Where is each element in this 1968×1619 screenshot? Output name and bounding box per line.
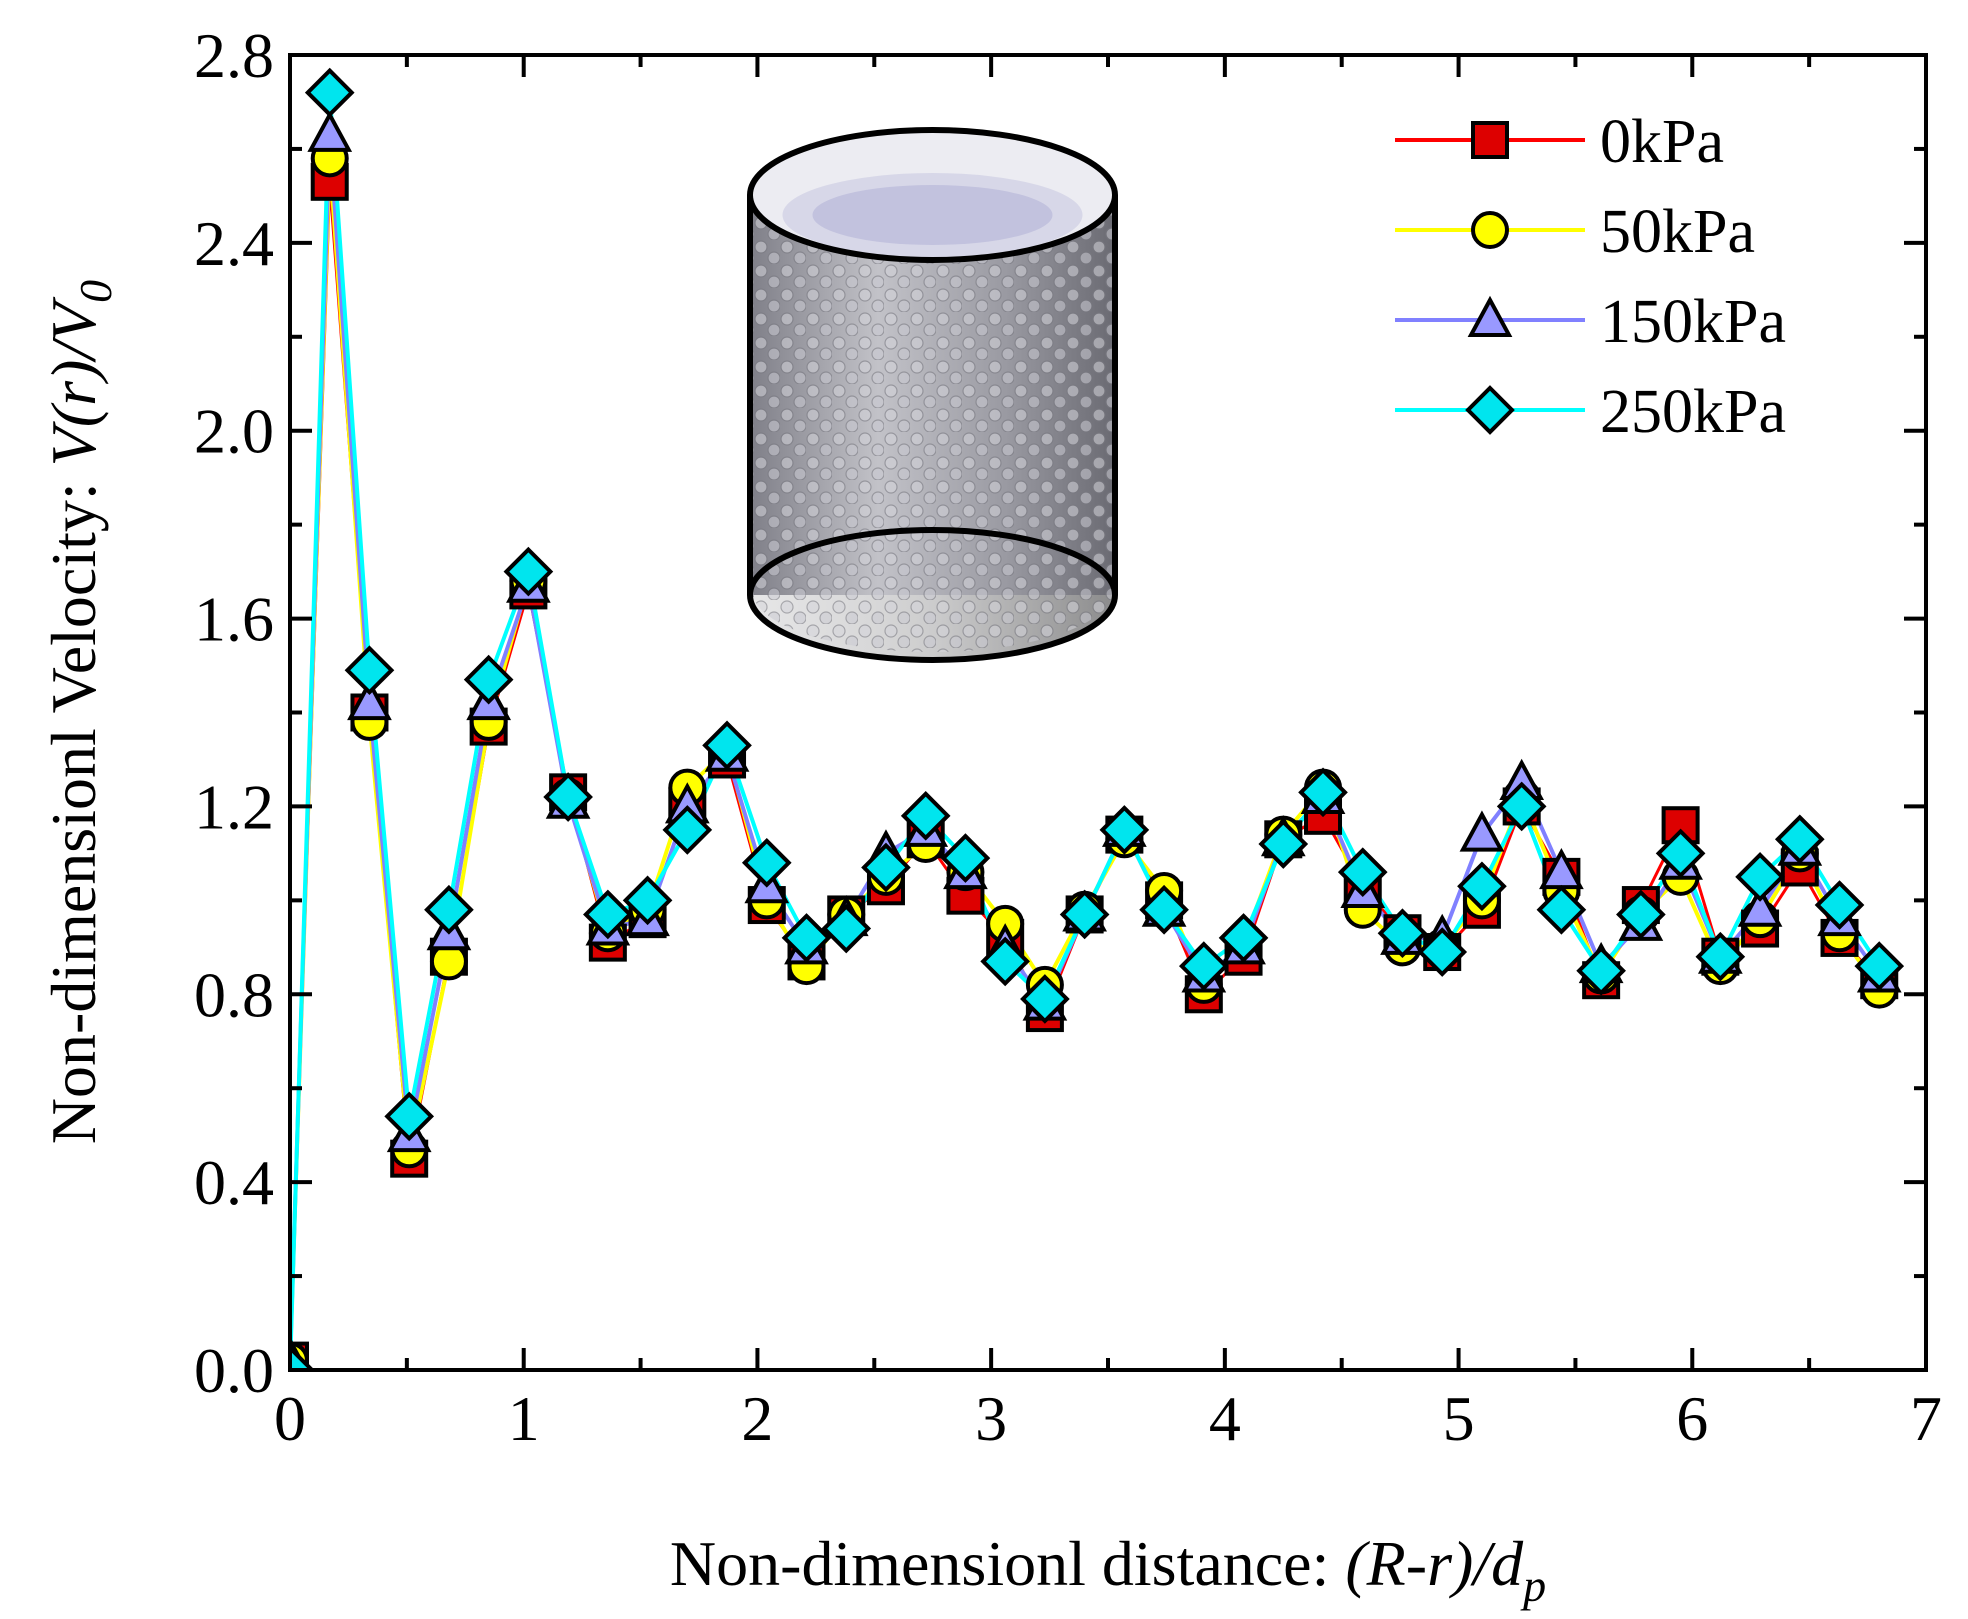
data-point-250kpa: [1774, 814, 1825, 865]
data-point-250kpa: [290, 1345, 315, 1370]
data-point-250kpa: [1298, 767, 1348, 818]
x-tick-label: 2: [741, 1383, 773, 1454]
legend: 0kPa 50kPa 150kPa 250kPa: [1395, 108, 1786, 446]
data-point-250kpa: [424, 884, 474, 935]
data-point-250kpa: [304, 67, 355, 118]
data-point-250kpa: [940, 833, 991, 883]
data-point-250kpa: [1695, 931, 1746, 982]
y-tick-label: 0.8: [194, 959, 274, 1030]
x-tick-label: 0: [274, 1383, 306, 1454]
data-point-250kpa: [1337, 847, 1388, 898]
legend-marker-150kpa: [1467, 295, 1513, 337]
data-point-250kpa: [384, 1091, 435, 1142]
data-point-250kpa: [1735, 852, 1785, 902]
y-tick-label: 2.4: [194, 208, 274, 279]
y-tick-label: 0.0: [194, 1335, 274, 1406]
data-point-150kpa: [1737, 885, 1783, 927]
data-point-150kpa: [307, 110, 353, 152]
x-tick-label: 4: [1209, 1383, 1241, 1454]
data-point-250kpa: [583, 889, 633, 940]
data-point-250kpa: [1377, 908, 1428, 959]
y-tick-label: 1.2: [194, 771, 274, 842]
data-point-250kpa: [1178, 941, 1229, 991]
x-tick-label: 6: [1676, 1383, 1708, 1454]
data-point-250kpa: [463, 654, 514, 705]
data-point-250kpa: [1814, 880, 1865, 930]
x-axis-title: Non-dimensionl distance: (R-r)/dp: [670, 1528, 1546, 1611]
data-point-150kpa: [347, 678, 392, 721]
data-point-250kpa: [1496, 781, 1547, 832]
data-point-250kpa: [861, 842, 911, 893]
data-point-250kpa: [622, 875, 673, 926]
data-point-250kpa: [1576, 945, 1626, 996]
legend-label-150kpa: 150kPa: [1600, 288, 1786, 356]
data-point-250kpa: [543, 772, 593, 822]
data-point-250kpa: [1258, 819, 1309, 869]
data-point-150kpa: [1459, 810, 1505, 852]
legend-marker-0kpa: [1471, 121, 1509, 159]
data-point-250kpa: [741, 837, 792, 888]
x-tick-label: 7: [1910, 1383, 1942, 1454]
data-point-250kpa: [1655, 828, 1706, 879]
data-point-250kpa: [821, 903, 872, 954]
data-point-250kpa: [1020, 974, 1070, 1024]
y-axis-title: Non-dimensionl Velocity: V(r)/V0: [38, 280, 121, 1144]
legend-label-250kpa: 250kPa: [1600, 378, 1786, 446]
x-tick-label: 3: [975, 1383, 1007, 1454]
data-point-250kpa: [900, 790, 951, 841]
data-point-250kpa: [1616, 889, 1666, 940]
data-point-250kpa: [1457, 861, 1507, 912]
y-tick-label: 0.4: [194, 1147, 274, 1218]
data-point-250kpa: [1059, 889, 1110, 940]
y-tick-label: 1.6: [194, 584, 274, 655]
data-point-250kpa: [1139, 884, 1189, 935]
legend-marker-250kpa: [1465, 385, 1515, 435]
legend-label-0kpa: 0kPa: [1600, 108, 1724, 176]
data-point-250kpa: [662, 805, 713, 855]
cylinder-packed-bed-illustration: [747, 127, 1118, 663]
data-point-250kpa: [1099, 805, 1150, 855]
data-point-250kpa: [1218, 913, 1269, 963]
data-point-250kpa: [980, 936, 1030, 987]
data-point-250kpa: [781, 913, 832, 963]
series-markers-250kpa: [290, 67, 1905, 1370]
data-point-250kpa: [344, 645, 395, 696]
data-point-250kpa: [1536, 884, 1587, 935]
y-tick-label: 2.8: [194, 20, 274, 91]
legend-marker-50kpa: [1471, 211, 1509, 249]
data-point-250kpa: [503, 546, 554, 597]
x-tick-label: 5: [1443, 1383, 1475, 1454]
data-point-250kpa: [1854, 941, 1905, 991]
x-tick-label: 1: [508, 1383, 540, 1454]
data-point-250kpa: [1417, 927, 1468, 977]
legend-label-50kpa: 50kPa: [1600, 198, 1755, 266]
data-point-250kpa: [702, 720, 752, 771]
y-tick-label: 2.0: [194, 396, 274, 467]
